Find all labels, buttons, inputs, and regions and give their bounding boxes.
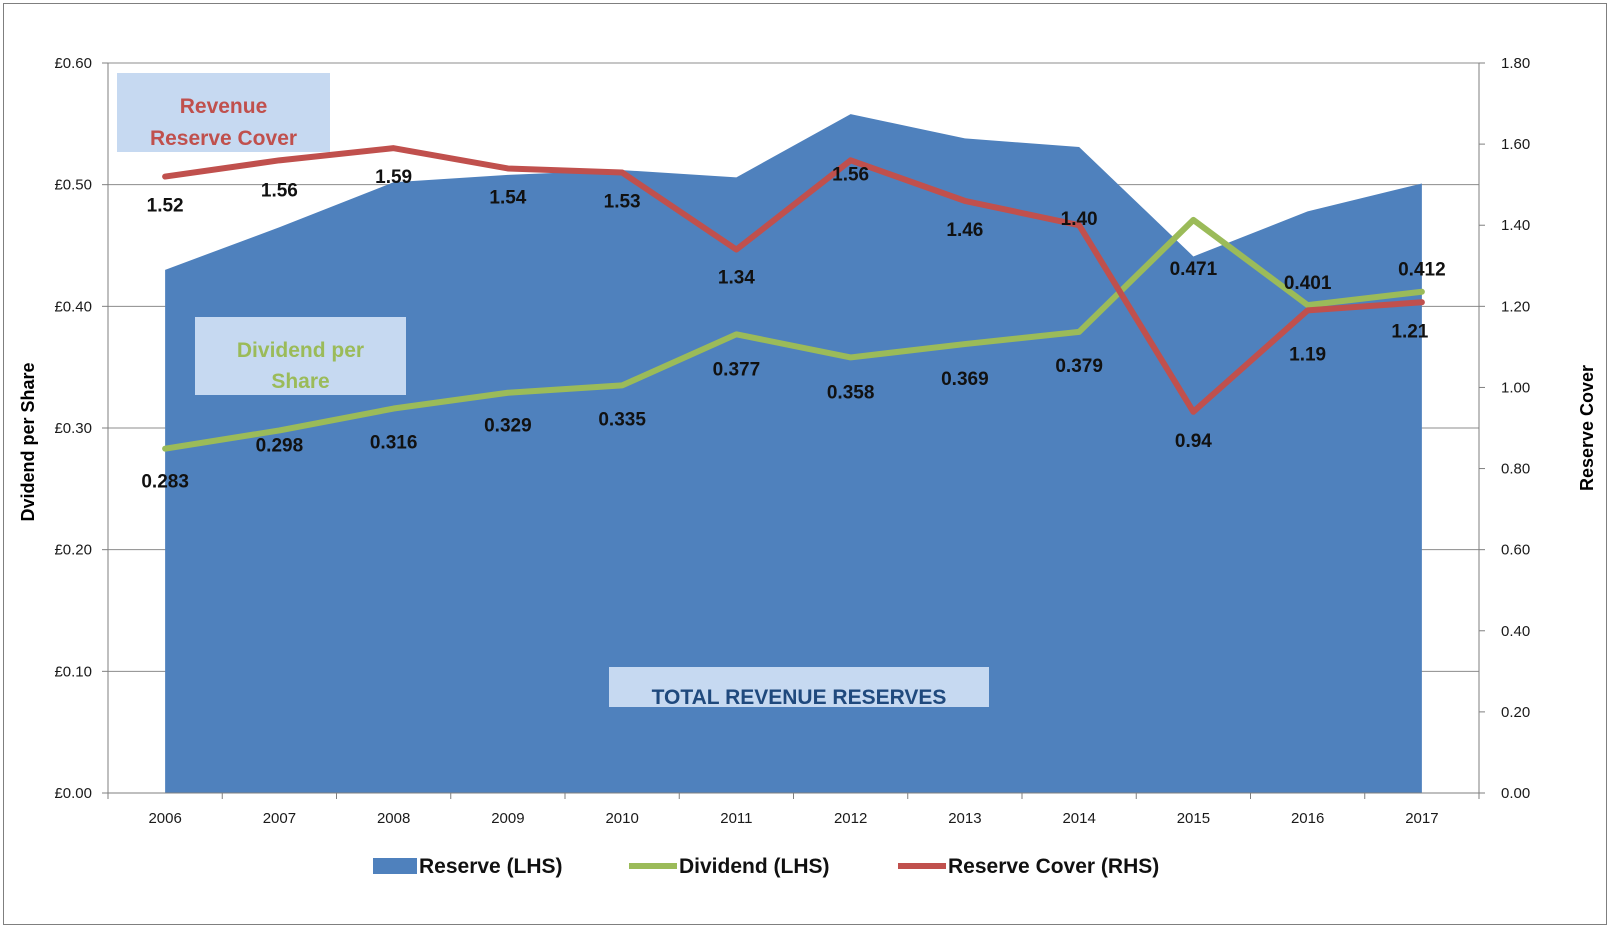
x-tick-label: 2006	[148, 810, 181, 827]
reserve-cover-data-label: 0.94	[1175, 431, 1212, 452]
left-axis-title: Dvidend per Share	[18, 362, 38, 521]
reserve-cover-data-label: 1.21	[1391, 321, 1428, 342]
cover-annotation-box	[117, 73, 330, 152]
legend-swatch-reserve	[373, 858, 417, 874]
dividend-data-label: 0.298	[256, 435, 304, 456]
dividend-data-label: 0.471	[1170, 259, 1218, 280]
dividend-data-label: 0.412	[1398, 260, 1446, 281]
dividend-data-label: 0.283	[141, 472, 189, 493]
dividend-data-label: 0.316	[370, 433, 418, 454]
left-tick-label: £0.10	[54, 663, 92, 680]
right-tick-label: 0.40	[1501, 623, 1530, 640]
reserve-cover-data-label: 1.54	[489, 187, 526, 208]
x-tick-label: 2017	[1405, 810, 1438, 827]
reserve-cover-data-label: 1.56	[832, 164, 869, 185]
x-tick-label: 2014	[1062, 810, 1095, 827]
axes: £0.00 £0.10 £0.20 £0.30 £0.40 £0.50 £0.60 0.00 0…	[18, 55, 1597, 827]
right-tick-label: 0.80	[1501, 461, 1530, 478]
right-tick-label: 1.40	[1501, 217, 1530, 234]
reserve-cover-data-label: 1.59	[375, 167, 412, 188]
reserve-area	[165, 114, 1422, 794]
legend-label: Dividend (LHS)	[679, 855, 830, 878]
reserve-cover-line	[162, 145, 1425, 415]
right-axis-title: Reserve Cover	[1577, 365, 1597, 491]
left-tick-label: £0.20	[54, 542, 92, 559]
left-tick-label: £0.60	[54, 55, 92, 72]
right-tick-label: 0.60	[1501, 542, 1530, 559]
left-tick-label: £0.40	[54, 298, 92, 315]
reserve-cover-data-label: 1.46	[946, 220, 983, 241]
reserve-cover-data-label: 1.34	[718, 268, 755, 289]
series-lines-layer	[162, 145, 1425, 452]
reserve-cover-data-label: 1.40	[1061, 209, 1098, 230]
data-labels-layer: 0.283 0.298 0.316 0.329 0.335 0.377 0.358 0.369…	[141, 164, 1445, 492]
dividend-annotation-text: Dividend per	[237, 339, 364, 362]
left-tick-label: £0.30	[54, 420, 92, 437]
x-tick-label: 2012	[834, 810, 867, 827]
right-tick-label: 0.20	[1501, 704, 1530, 721]
reserve-cover-data-label: 1.19	[1289, 344, 1326, 365]
right-tick-label: 1.20	[1501, 298, 1530, 315]
dividend-data-label: 0.379	[1055, 356, 1103, 377]
reserve-cover-data-label: 1.56	[261, 180, 298, 201]
cover-annotation-text: Revenue	[180, 95, 268, 118]
right-tick-label: 1.00	[1501, 379, 1530, 396]
dividend-data-label: 0.329	[484, 416, 532, 437]
right-tick-label: 1.60	[1501, 136, 1530, 153]
dividend-annotation-text: Share	[271, 370, 329, 393]
right-tick-label: 1.80	[1501, 55, 1530, 72]
x-tick-label: 2008	[377, 810, 410, 827]
legend: Reserve (LHS) Dividend (LHS) Reserve Cover…	[373, 855, 1159, 878]
dividend-annotation-box	[195, 317, 406, 395]
annotations-layer: Revenue Reserve Cover Dividend per Share TOT…	[117, 73, 989, 709]
dividend-data-label: 0.377	[713, 359, 761, 380]
cover-annotation-text: Reserve Cover	[150, 127, 297, 150]
legend-label: Reserve (LHS)	[419, 855, 563, 878]
left-tick-label: £0.00	[54, 785, 92, 802]
reserves-annotation-text: TOTAL REVENUE RESERVES	[652, 686, 947, 709]
dividend-data-label: 0.335	[598, 409, 646, 430]
dividend-data-label: 0.369	[941, 369, 989, 390]
x-tick-label: 2016	[1291, 810, 1324, 827]
reserve-cover-data-label: 1.53	[604, 192, 641, 213]
right-tick-label: 0.00	[1501, 785, 1530, 802]
x-tick-label: 2007	[263, 810, 296, 827]
x-tick-label: 2010	[605, 810, 638, 827]
dividend-line	[162, 216, 1425, 452]
left-tick-label: £0.50	[54, 177, 92, 194]
x-tick-label: 2015	[1177, 810, 1210, 827]
reserve-cover-data-label: 1.52	[147, 196, 184, 217]
reserves-annotation-box	[609, 667, 989, 707]
x-tick-label: 2013	[948, 810, 981, 827]
x-tick-label: 2009	[491, 810, 524, 827]
legend-label: Reserve Cover (RHS)	[948, 855, 1159, 878]
dividend-data-label: 0.401	[1284, 273, 1332, 294]
dividend-data-label: 0.358	[827, 382, 875, 403]
reserve-area-layer	[165, 114, 1422, 794]
x-tick-label: 2011	[720, 810, 752, 827]
